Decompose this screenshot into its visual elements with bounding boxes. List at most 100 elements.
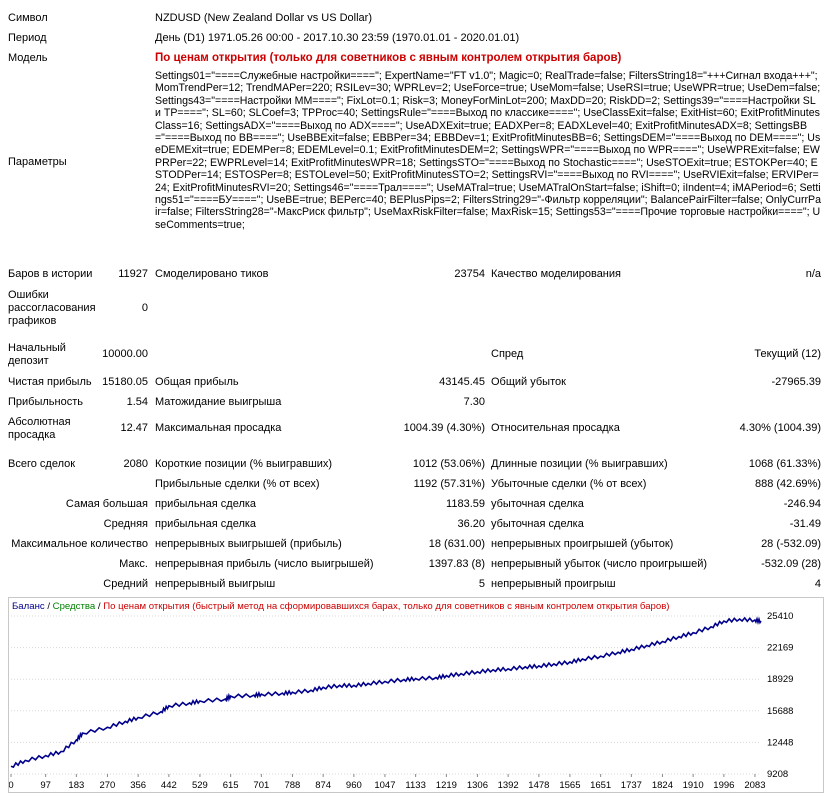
avg-consec-loss-label: непрерывный проигрыш <box>491 578 616 590</box>
x-tick-label: 1910 <box>683 780 704 791</box>
x-tick-label: 1565 <box>559 780 580 791</box>
spread-value: Текущий (12) <box>754 348 821 360</box>
average-profit-value: 36.20 <box>457 518 485 530</box>
legend-balance: Баланс <box>12 601 45 612</box>
total-trades-label: Всего сделок <box>8 458 76 470</box>
y-tick-label: 12448 <box>767 737 793 748</box>
chart-y-ticks: 25410 22169 18929 15688 12448 9208 <box>767 611 793 780</box>
balance-line <box>10 616 762 769</box>
avg-consec-win-label: непрерывный выигрыш <box>155 578 276 590</box>
chart-grid <box>10 615 761 777</box>
avg-consec-win-value: 5 <box>478 578 485 590</box>
largest-profit-value: 1183.59 <box>446 498 485 510</box>
short-pos-label: Короткие позиции (% выигравших) <box>155 458 333 470</box>
legend-equity: Средства <box>52 601 96 612</box>
y-tick-label: 25410 <box>767 611 793 622</box>
net-profit-label: Чистая прибыль <box>8 376 92 388</box>
gross-profit-value: 43145.45 <box>439 376 485 388</box>
gross-loss-value: -27965.39 <box>771 376 821 388</box>
average-profit-label: прибыльная сделка <box>155 518 257 530</box>
x-tick-label: 1478 <box>528 780 549 791</box>
quality-label: Качество моделирования <box>491 268 621 280</box>
bars-value: 11927 <box>118 268 148 280</box>
balance-chart: 25410 22169 18929 15688 12448 9208 0 97 183 270 3… <box>8 597 824 793</box>
x-tick-label: 615 <box>223 780 239 791</box>
deposit-label-1: Начальный <box>8 342 66 354</box>
x-tick-label: 1219 <box>436 780 457 791</box>
y-tick-label: 15688 <box>767 706 793 717</box>
avg-consec-loss-value: 4 <box>814 578 821 590</box>
x-tick-label: 874 <box>315 780 331 791</box>
chart-legend: Баланс / Средства / По ценам открытия (б… <box>12 601 670 612</box>
largest-loss-label: убыточная сделка <box>491 498 584 510</box>
max-consec-pl-value: 1397.83 (8) <box>428 558 485 570</box>
x-tick-label: 1651 <box>590 780 611 791</box>
average-label: Средняя <box>103 518 148 530</box>
profit-trades-label: Прибыльные сделки (% от всех) <box>155 478 320 490</box>
max-consec-profit-value: 18 (631.00) <box>428 538 485 550</box>
x-tick-label: 701 <box>253 780 269 791</box>
deposit-label-2: депозит <box>8 355 49 367</box>
gross-loss-label: Общий убыток <box>491 376 566 388</box>
symbol-value: NZDUSD (New Zealand Dollar vs US Dollar) <box>155 12 372 24</box>
legend-sep-2: / <box>95 601 104 612</box>
bars-label: Баров в истории <box>8 268 93 280</box>
gross-profit-label: Общая прибыль <box>155 376 239 388</box>
average-loss-label: убыточная сделка <box>491 518 584 530</box>
x-tick-label: 2083 <box>744 780 765 791</box>
rel-dd-label: Относительная просадка <box>491 422 620 434</box>
total-trades-value: 2080 <box>123 458 148 470</box>
x-tick-label: 1824 <box>652 780 673 791</box>
max-dd-value: 1004.39 (4.30%) <box>403 422 485 434</box>
x-tick-label: 1047 <box>374 780 395 791</box>
x-tick-label: 0 <box>9 780 14 791</box>
ticks-label: Смоделировано тиков <box>155 268 269 280</box>
x-tick-label: 1737 <box>621 780 642 791</box>
x-tick-label: 1306 <box>467 780 488 791</box>
y-tick-label: 22169 <box>767 643 793 654</box>
legend-sep-1: / <box>44 601 53 612</box>
x-tick-label: 442 <box>161 780 177 791</box>
largest-label: Самая большая <box>65 498 148 510</box>
errors-label-2: рассогласования <box>8 302 96 314</box>
y-tick-label: 18929 <box>767 674 793 685</box>
model-label: Модель <box>8 52 48 64</box>
x-tick-label: 1996 <box>713 780 734 791</box>
short-pos-value: 1012 (53.06%) <box>412 458 485 470</box>
spread-label: Спред <box>491 348 524 360</box>
max-consec-ll-value: -532.09 (28) <box>761 558 821 570</box>
errors-value: 0 <box>141 302 148 314</box>
x-tick-label: 1392 <box>498 780 519 791</box>
legend-model: По ценам открытия (быстрый метод на сфор… <box>103 601 670 612</box>
max-consec-pl-label: непрерывная прибыль (число выигрышей) <box>155 558 374 570</box>
errors-label-1: Ошибки <box>8 289 49 301</box>
max-dd-label: Максимальная просадка <box>155 422 282 434</box>
x-tick-label: 270 <box>99 780 115 791</box>
x-tick-label: 1133 <box>405 780 425 791</box>
loss-trades-label: Убыточные сделки (% от всех) <box>491 478 647 490</box>
chart-x-ticks: 0 97 183 270 356 442 529 615 701 788 874 960 1047 113… <box>9 780 765 791</box>
long-pos-label: Длинные позиции (% выигравших) <box>491 458 668 470</box>
abs-dd-value: 12.47 <box>120 422 148 434</box>
expected-payoff-value: 7.30 <box>463 396 485 408</box>
profit-factor-label: Прибыльность <box>8 396 83 408</box>
largest-loss-value: -246.94 <box>783 498 821 510</box>
loss-trades-value: 888 (42.69%) <box>754 478 821 490</box>
net-profit-value: 15180.05 <box>102 376 148 388</box>
avg-consec-label: Средний <box>103 578 148 590</box>
profit-trades-value: 1192 (57.31%) <box>413 478 485 490</box>
x-tick-label: 529 <box>192 780 208 791</box>
average-loss-value: -31.49 <box>789 518 821 530</box>
params-label: Параметры <box>8 156 67 168</box>
model-value: По ценам открытия (только для советников… <box>155 52 622 64</box>
long-pos-value: 1068 (61.33%) <box>748 458 821 470</box>
x-tick-label: 960 <box>346 780 362 791</box>
max-consec-ll-label: непрерывный убыток (число проигрышей) <box>491 558 708 570</box>
x-tick-label: 356 <box>130 780 146 791</box>
ticks-value: 23754 <box>454 268 485 280</box>
chart-plot: 25410 22169 18929 15688 12448 9208 0 97 183 270 3… <box>9 611 793 791</box>
max-consec-loss-value: 28 (-532.09) <box>761 538 821 550</box>
max-consec-loss-label: непрерывных проигрышей (убыток) <box>491 538 674 550</box>
abs-dd-label-1: Абсолютная <box>8 416 71 428</box>
y-tick-label: 9208 <box>767 769 788 780</box>
